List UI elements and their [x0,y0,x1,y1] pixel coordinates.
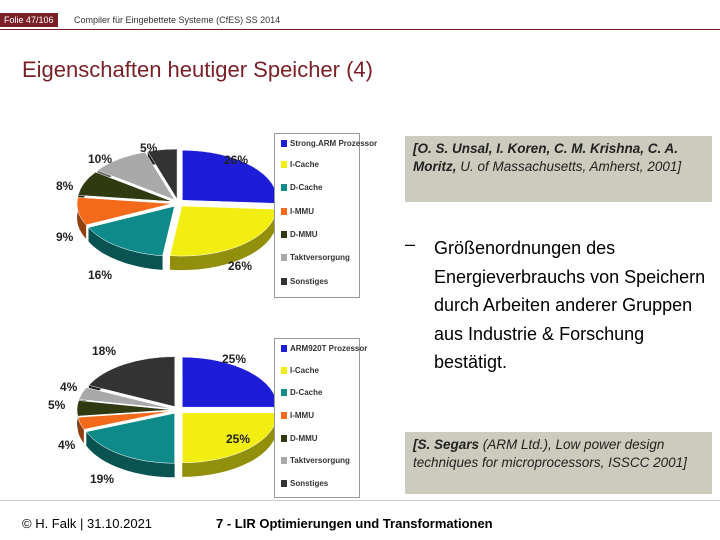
course-title: Compiler für Eingebettete Systeme (CfES)… [74,15,281,25]
pie-chart-strongarm: Strong.ARM Prozessor I-Cache D-Cache I-M… [48,133,377,298]
pct-label: 16% [88,268,113,282]
legend-label: I-Cache [290,366,319,375]
citation-authors: [O. S. Unsal, I. Koren, C. M. Krishna, C… [413,141,679,174]
pct-label: 5% [48,398,66,412]
legend-swatch [281,231,287,238]
legend-label: ARM920T Prozessor [290,344,368,353]
legend-label: Taktversorgung [290,456,350,465]
footer-chapter: 7 - LIR Optimierungen und Transformation… [216,516,493,531]
legend-label: Strong.ARM Prozessor [290,139,378,148]
legend-item-dcache: D-Cache [281,388,322,397]
pct-label: 4% [58,438,76,452]
citation-segars: [S. Segars (ARM Ltd.), Low power design … [405,432,712,494]
legend-box-2: ARM920T Prozessor I-Cache D-Cache I-MMU … [274,338,367,498]
legend-label: D-MMU [290,230,318,239]
pie-chart-arm920t: ARM920T Prozessor I-Cache D-Cache I-MMU … [48,338,367,498]
citation-source: U. of Massachusetts, Amherst, 2001] [456,159,682,174]
legend-item-other: Sonstiges [281,277,328,286]
legend-item-processor: ARM920T Prozessor [281,344,367,353]
pie-slice [88,356,176,407]
legend-label: D-Cache [290,388,323,397]
legend-swatch [281,345,287,352]
legend-swatch [281,480,287,487]
legend-box-1: Strong.ARM Prozessor I-Cache D-Cache I-M… [274,133,377,298]
citation-source: (ARM Ltd.), Low power design techniques … [413,437,687,470]
footer-divider [0,500,720,501]
pct-label: 19% [90,472,115,486]
pie-slice-side [86,431,175,478]
legend-label: I-MMU [290,207,314,216]
pie-slice [88,205,175,257]
footer-author-date: © H. Falk | 31.10.2021 [22,516,153,531]
pie-slice-side [88,227,163,270]
pie-slice [169,205,277,257]
legend-swatch [281,140,287,147]
pie-slice [77,171,173,202]
citation-authors: [S. Segars [413,437,480,452]
legend-label: Sonstiges [290,277,329,286]
legend-item-immu: I-MMU [281,207,314,216]
pct-label: 8% [56,179,74,193]
pct-label: 4% [60,380,78,394]
legend-swatch [281,208,287,215]
legend-swatch [281,412,287,419]
pct-label: 25% [222,352,247,366]
pie-slice-side [77,417,84,444]
pct-label: 5% [140,141,158,155]
legend-swatch [281,367,287,374]
legend-swatch [281,389,287,396]
citation-unsal: [O. S. Unsal, I. Koren, C. M. Krishna, C… [405,136,712,202]
pct-label: 9% [56,230,74,244]
legend-item-icache: I-Cache [281,366,319,375]
legend-label: Sonstiges [290,479,329,488]
header-divider [0,29,720,30]
pie-svg-2 [76,356,278,478]
pie-slice [76,197,173,226]
legend-swatch [281,161,287,168]
pie-svg-1 [76,148,278,271]
pct-label: 25% [226,432,251,446]
legend-item-dcache: D-Cache [281,183,322,192]
legend-item-other: Sonstiges [281,479,328,488]
legend-item-icache: I-Cache [281,160,319,169]
pct-label: 26% [224,153,249,167]
legend-label: D-Cache [290,183,323,192]
legend-swatch [281,278,287,285]
pie-slice [147,148,178,200]
legend-label: Taktversorgung [290,253,350,262]
pie-slice [78,387,173,410]
legend-label: D-MMU [290,434,318,443]
legend-label: I-Cache [290,160,319,169]
pie-slice [97,151,176,201]
legend-swatch [281,457,287,464]
legend-swatch [281,435,287,442]
pie-slice [77,410,173,430]
legend-swatch [281,184,287,191]
legend-item-dmmu: D-MMU [281,230,318,239]
bullet-text: Größenordnungen des Energieverbrauchs vo… [434,238,706,372]
legend-item-immu: I-MMU [281,411,314,420]
bullet-dash: – [405,234,416,254]
pie-slice-side [77,197,87,239]
legend-item-clock: Taktversorgung [281,253,350,262]
pct-label: 26% [228,259,253,273]
pct-label: 18% [92,344,117,358]
pie-slice-side [169,209,277,271]
slide-number: Folie 47/106 [0,13,58,27]
pie-slice [85,413,175,464]
legend-swatch [281,254,287,261]
legend-label: I-MMU [290,411,314,420]
legend-item-clock: Taktversorgung [281,456,350,465]
legend-item-dmmu: D-MMU [281,434,318,443]
slide-title: Eigenschaften heutiger Speicher (4) [22,57,373,82]
pct-label: 10% [88,152,113,166]
pie-slice [76,400,173,417]
pie-slice-side [182,412,278,477]
legend-item-processor: Strong.ARM Prozessor [281,139,377,148]
